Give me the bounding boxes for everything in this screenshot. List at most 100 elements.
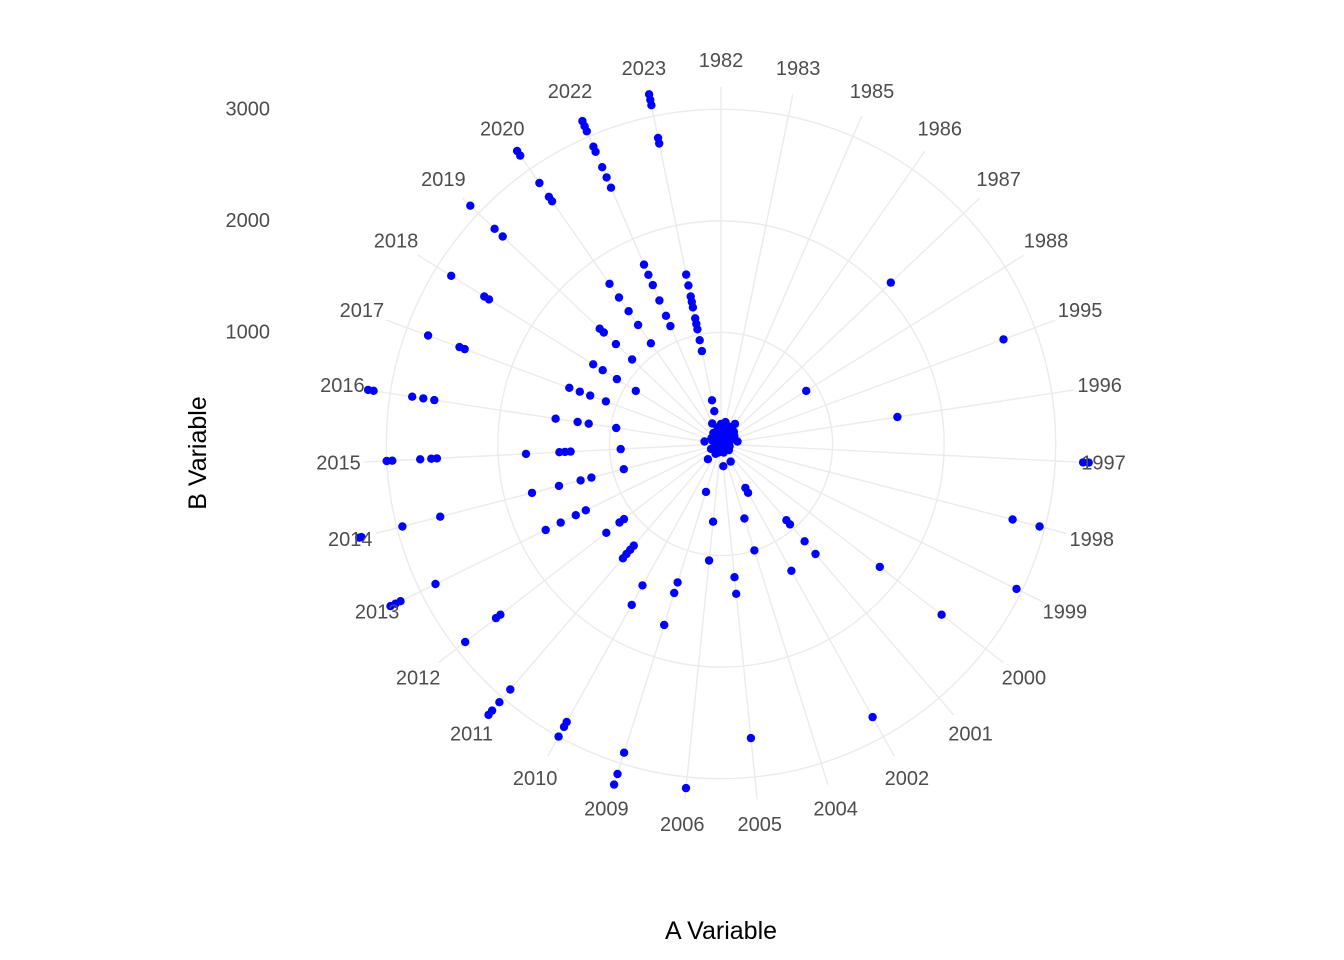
data-point <box>601 397 611 406</box>
data-point <box>655 139 664 148</box>
angle-tick-label: 2002 <box>885 768 930 790</box>
data-point <box>490 224 499 233</box>
angle-tick-label: 1987 <box>976 169 1021 191</box>
x-axis-title: A Variable <box>665 917 777 945</box>
angle-tick-label: 1997 <box>1081 452 1126 474</box>
angular-gridline <box>417 254 722 445</box>
angular-gridline <box>375 443 722 535</box>
data-point <box>506 685 515 694</box>
data-point <box>612 423 621 433</box>
data-point <box>802 386 811 396</box>
data-point <box>609 780 619 789</box>
data-point <box>591 147 600 156</box>
data-point <box>408 392 417 401</box>
angle-tick-label: 2000 <box>1002 667 1047 689</box>
data-point <box>599 328 608 337</box>
data-point <box>357 532 366 542</box>
data-point <box>613 769 622 779</box>
data-point <box>787 566 796 575</box>
angular-gridline <box>720 254 1025 445</box>
data-point <box>682 270 691 279</box>
angle-tick-label: 2022 <box>548 81 593 103</box>
data-point <box>461 637 470 647</box>
data-point <box>740 514 749 523</box>
data-point <box>708 517 718 526</box>
data-point <box>587 473 596 482</box>
data-point <box>573 417 582 427</box>
data-point <box>670 588 679 598</box>
data-point <box>498 232 507 241</box>
data-point <box>681 783 691 793</box>
data-point <box>730 573 739 582</box>
data-point <box>741 483 750 493</box>
angle-tick-label: 2016 <box>320 375 365 397</box>
angular-gridline <box>720 443 829 785</box>
data-point <box>615 518 624 527</box>
angle-tick-label: 1999 <box>1043 602 1088 624</box>
angle-tick-label: 1988 <box>1024 230 1069 252</box>
angle-tick-label: 1986 <box>918 119 963 141</box>
data-point <box>733 437 742 446</box>
data-point <box>624 307 633 316</box>
data-point <box>419 394 428 403</box>
data-point <box>487 706 497 715</box>
data-point <box>697 346 707 356</box>
angle-tick-label: 2018 <box>374 230 419 252</box>
data-point <box>646 339 656 348</box>
data-point <box>571 511 580 520</box>
data-point <box>598 163 607 172</box>
angle-tick-label: 2014 <box>328 529 373 551</box>
data-point <box>715 431 724 440</box>
data-point <box>495 698 504 707</box>
data-point <box>1012 584 1021 594</box>
data-point <box>602 173 611 182</box>
data-point <box>726 457 735 466</box>
data-point <box>496 610 505 619</box>
angle-tick-label: 2006 <box>660 814 705 836</box>
data-point <box>535 178 544 188</box>
data-point <box>638 581 647 590</box>
data-point <box>388 456 397 465</box>
data-point <box>565 383 574 392</box>
radius-tick-label: 3000 <box>226 98 271 120</box>
data-point <box>647 101 656 110</box>
data-point <box>466 201 475 210</box>
angle-tick-label: 2009 <box>584 798 629 820</box>
data-point <box>713 423 722 432</box>
data-point <box>575 387 584 396</box>
angular-gridline <box>720 443 1078 463</box>
data-point <box>611 339 621 349</box>
angular-gridline <box>385 319 722 445</box>
data-point <box>430 395 439 405</box>
data-point <box>782 516 791 525</box>
angle-tick-label: 2020 <box>480 119 525 141</box>
data-point <box>551 414 560 423</box>
data-point <box>619 465 628 474</box>
angle-tick-label: 1995 <box>1058 300 1103 322</box>
data-point <box>554 481 564 491</box>
data-point <box>655 296 664 305</box>
data-point <box>627 600 636 610</box>
angle-tick-label: 2015 <box>316 452 361 474</box>
angle-tick-label: 2010 <box>513 768 558 790</box>
data-point <box>875 562 884 572</box>
data-point <box>369 386 378 395</box>
data-point <box>666 321 675 331</box>
data-point <box>618 554 628 563</box>
points-layer <box>355 90 1093 793</box>
data-point <box>396 597 405 606</box>
angular-gridline <box>720 197 981 445</box>
data-point <box>612 374 622 384</box>
data-point <box>562 717 571 727</box>
data-point <box>484 295 494 304</box>
data-point <box>1008 515 1017 524</box>
data-point <box>602 528 611 537</box>
y-axis-title: B Variable <box>184 396 212 510</box>
data-point <box>589 360 598 369</box>
data-point <box>614 293 624 302</box>
angle-tick-label: 2004 <box>813 798 858 820</box>
data-point <box>644 270 653 279</box>
angular-gridline <box>720 443 955 716</box>
data-point <box>576 476 585 485</box>
data-point <box>598 366 607 375</box>
